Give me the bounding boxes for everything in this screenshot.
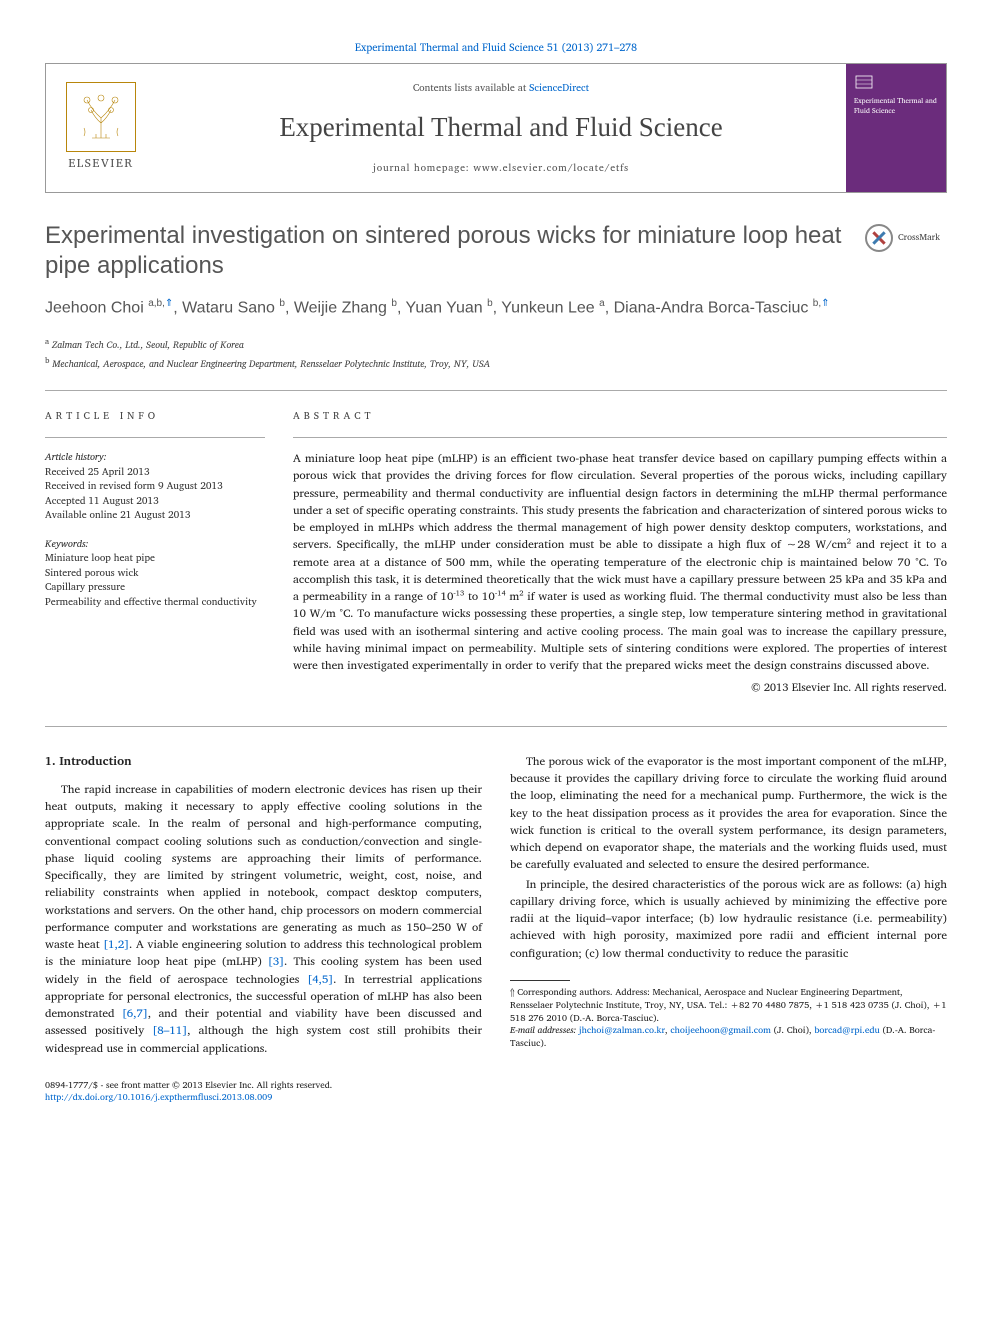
cite-6-7[interactable]: [6,7] — [122, 1004, 148, 1023]
para-4: In principle, the desired characteristic… — [510, 876, 947, 962]
affiliation-b: Mechanical, Aerospace, and Nuclear Engin… — [52, 357, 490, 372]
affiliation-a: Zalman Tech Co., Ltd., Seoul, Republic o… — [52, 339, 244, 354]
corresponding-footnote: ⇑ Corresponding authors. Address: Mechan… — [510, 987, 947, 1026]
homepage-url[interactable]: www.elsevier.com/locate/etfs — [473, 160, 629, 176]
elsevier-label: ELSEVIER — [68, 156, 133, 173]
para-1: The rapid increase in capabilities of mo… — [45, 781, 482, 1057]
history-3: Available online 21 August 2013 — [45, 507, 191, 523]
page-footer: 0894-1777/$ - see front matter © 2013 El… — [45, 1079, 947, 1104]
footnotes: ⇑ Corresponding authors. Address: Mechan… — [510, 987, 947, 1051]
email-link-1[interactable]: jhchoi@zalman.co.kr — [579, 1023, 665, 1038]
elsevier-logo: ELSEVIER — [46, 64, 156, 192]
journal-homepage: journal homepage: www.elsevier.com/locat… — [373, 161, 629, 175]
cite-8-11[interactable]: [8–11] — [152, 1021, 187, 1040]
journal-name: Experimental Thermal and Fluid Science — [279, 109, 722, 147]
article-title: Experimental investigation on sintered p… — [45, 221, 845, 281]
article-info-column: article info Article history: Received 2… — [45, 409, 265, 696]
abstract-heading: abstract — [293, 409, 947, 438]
contents-available: Contents lists available at ScienceDirec… — [413, 81, 589, 95]
cite-4-5[interactable]: [4,5] — [307, 970, 333, 989]
keywords-block: Keywords: Miniature loop heat pipe Sinte… — [45, 537, 265, 610]
homepage-prefix: journal homepage: — [373, 160, 473, 176]
email-footnote: E-mail addresses: jhchoi@zalman.co.kr, c… — [510, 1025, 947, 1051]
section-1-heading: 1. Introduction — [45, 753, 482, 771]
crossmark-badge[interactable]: CrossMark — [865, 221, 947, 255]
journal-cover-thumb: Experimental Thermal and Fluid Science — [846, 64, 946, 192]
authors-line: Jeehoon Choi a,b,⇑, Wataru Sano b, Weiji… — [45, 297, 947, 320]
abstract-column: abstract A miniature loop heat pipe (mLH… — [293, 409, 947, 696]
doi-link[interactable]: http://dx.doi.org/10.1016/j.expthermflus… — [45, 1089, 272, 1104]
abstract-copyright: © 2013 Elsevier Inc. All rights reserved… — [293, 680, 947, 695]
footnote-separator — [510, 980, 570, 981]
sciencedirect-link[interactable]: ScienceDirect — [529, 80, 589, 96]
cite-1-2[interactable]: [1,2] — [103, 935, 129, 954]
journal-citation-link[interactable]: Experimental Thermal and Fluid Science 5… — [45, 40, 947, 55]
email-link-3[interactable]: borcad@rpi.edu — [814, 1023, 879, 1038]
affiliations: a Zalman Tech Co., Ltd., Seoul, Republic… — [45, 335, 947, 372]
para-3: The porous wick of the evaporator is the… — [510, 753, 947, 874]
crossmark-icon — [865, 224, 893, 252]
cover-title: Experimental Thermal and Fluid Science — [854, 97, 938, 117]
body-text: 1. Introduction The rapid increase in ca… — [45, 753, 947, 1057]
cite-3[interactable]: [3] — [268, 952, 284, 971]
article-history: Article history: Received 25 April 2013 … — [45, 450, 265, 523]
header-center: Contents lists available at ScienceDirec… — [156, 64, 846, 192]
abstract-text: A miniature loop heat pipe (mLHP) is an … — [293, 450, 947, 674]
crossmark-label: CrossMark — [898, 231, 940, 244]
journal-header: ELSEVIER Contents lists available at Sci… — [45, 63, 947, 193]
article-info-heading: article info — [45, 409, 265, 438]
email-link-2[interactable]: choijeehoon@gmail.com — [670, 1023, 771, 1038]
keyword-3: Permeability and effective thermal condu… — [45, 594, 257, 610]
elsevier-tree-icon — [66, 82, 136, 152]
contents-prefix: Contents lists available at — [413, 80, 529, 96]
